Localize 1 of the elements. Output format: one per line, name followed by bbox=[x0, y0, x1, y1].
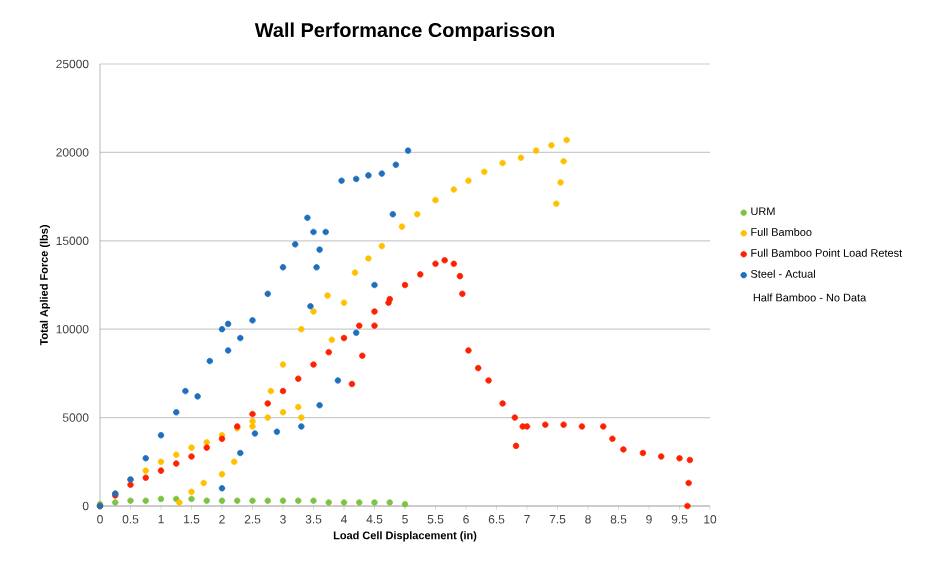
chart-title: Wall Performance Comparisson bbox=[254, 22, 554, 42]
